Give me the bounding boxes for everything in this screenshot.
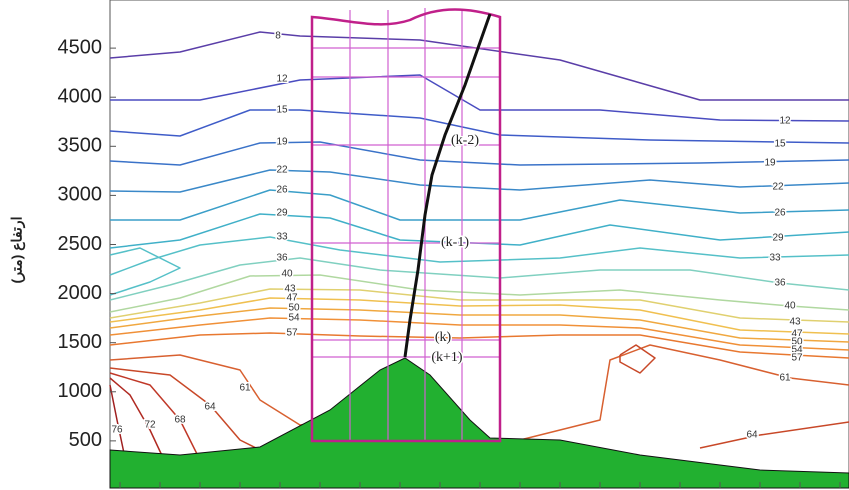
contour-label: 57 [791, 353, 803, 364]
contour-line [109, 169, 849, 193]
contour-line [619, 344, 656, 374]
contour-line [109, 288, 849, 323]
contour-label: 43 [284, 284, 296, 295]
contour-label: 76 [111, 425, 123, 436]
contour-label: 64 [746, 430, 758, 441]
contour-label: 47 [286, 293, 298, 304]
contour-line [109, 109, 849, 144]
contour-label: 54 [791, 345, 803, 356]
contour-label: 54 [288, 313, 300, 324]
contour-line [110, 189, 849, 221]
contour-label: 22 [276, 165, 288, 176]
trajectory [403, 13, 492, 358]
layer-label: (k-1) [441, 235, 469, 250]
contour-label: 29 [276, 208, 288, 219]
contour-line [109, 297, 849, 335]
contour-label: 33 [769, 253, 781, 264]
contour-label: 8 [275, 31, 281, 42]
contour-label: 33 [276, 232, 288, 243]
y-tick-label: 2500 [58, 233, 103, 255]
contour-label: 57 [286, 328, 298, 339]
contour-line [109, 377, 166, 463]
contour-line [109, 141, 849, 166]
contour-label: 15 [774, 139, 786, 150]
y-tick-label: 500 [69, 429, 102, 451]
contour-label: 40 [281, 269, 293, 280]
contour-line [699, 421, 849, 449]
y-tick-label: 1000 [58, 380, 103, 402]
layer-label: (k) [435, 330, 452, 345]
y-axis-label: ارتفاع (متر) [9, 217, 26, 284]
contour-label: 12 [276, 74, 288, 85]
contour-label: 43 [789, 317, 801, 328]
contour-label: 12 [779, 116, 791, 127]
grid-box [310, 8, 502, 443]
contour-line [109, 31, 849, 101]
box-outline [310, 8, 502, 443]
y-tick-label: 1500 [58, 331, 103, 353]
contour-label: 19 [276, 137, 288, 148]
contour-label: 50 [288, 303, 300, 314]
contour-line [109, 213, 849, 249]
y-tick-label: 4500 [58, 36, 103, 58]
contour-label: 26 [276, 185, 288, 196]
contour-label: 68 [174, 415, 186, 426]
contour-label: 36 [276, 253, 288, 264]
contour-label: 72 [144, 420, 156, 431]
contour-label: 26 [774, 208, 786, 219]
contour-label: 64 [204, 402, 216, 413]
contour-line [519, 344, 849, 441]
contour-line [110, 74, 849, 122]
contour-label: 61 [779, 373, 791, 384]
contour-label: 40 [784, 301, 796, 312]
contour-line [109, 307, 849, 343]
contour-line [109, 332, 849, 359]
contour-label: 47 [791, 329, 803, 340]
y-tick-label: 4000 [58, 85, 103, 107]
contour-line [109, 317, 849, 351]
contour-label: 22 [772, 182, 784, 193]
contour-line [109, 384, 126, 459]
contours [109, 31, 849, 463]
terrain [109, 357, 849, 489]
contour-label: 29 [772, 233, 784, 244]
contour-line [109, 236, 849, 276]
contour-line [109, 367, 271, 456]
labels: 8121215151919222226262929333336364040434… [110, 29, 805, 442]
terrain [109, 357, 849, 489]
layer-label: (k-2) [451, 133, 479, 148]
contour-line [109, 274, 849, 313]
contour-label: 61 [239, 383, 251, 394]
contour-label: 19 [764, 158, 776, 169]
contour-line [109, 372, 201, 461]
contour-label: 36 [774, 278, 786, 289]
contour-label: 15 [276, 105, 288, 116]
contour-line [109, 247, 181, 296]
y-tick-label: 2000 [58, 282, 103, 304]
y-tick-label: 3500 [58, 135, 103, 157]
contour-label: 50 [791, 337, 803, 348]
layer-label: (k+1) [431, 350, 463, 365]
contour-line [109, 257, 849, 301]
y-tick-label: 3000 [58, 184, 103, 206]
